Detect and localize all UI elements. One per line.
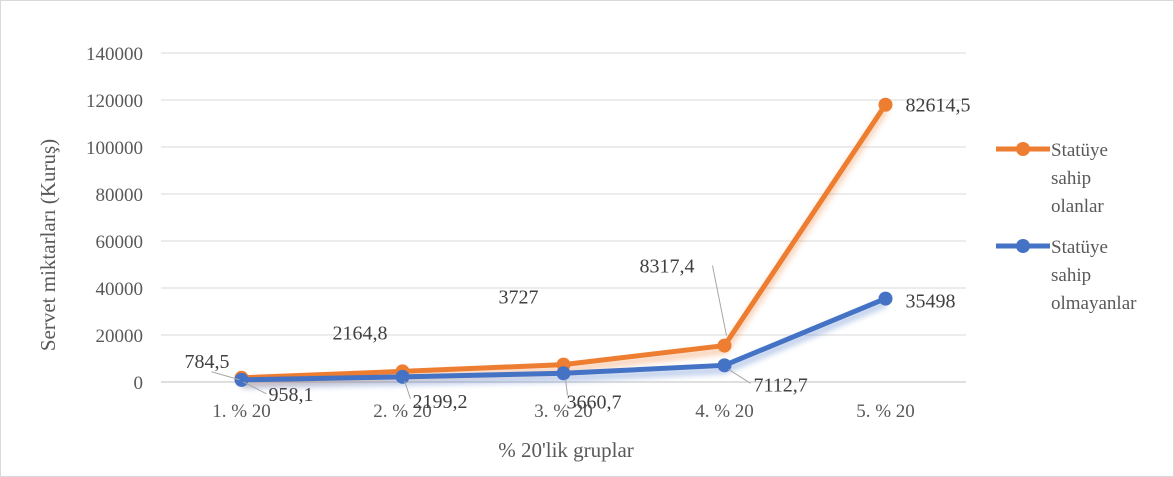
x-axis-ticks: 1. % 20 2. % 20 3. % 20 4. % 20 5. % 20 xyxy=(212,401,915,422)
label-leader-line xyxy=(404,380,411,399)
data-label: 35498 xyxy=(906,291,956,313)
data-point xyxy=(878,97,893,112)
series-lines xyxy=(234,97,893,389)
x-tick-label: 3. % 20 xyxy=(534,401,593,422)
legend-entry-text: olmayanlar xyxy=(1051,293,1137,314)
y-axis-ticks: 0 20000 40000 60000 80000 100000 120000 140000 xyxy=(86,44,143,394)
legend-entry-text: Statüye xyxy=(1051,140,1108,161)
legend-entry-text: sahip xyxy=(1051,265,1091,286)
y-tick-label: 0 xyxy=(134,373,144,394)
data-label: 7112,7 xyxy=(754,374,808,396)
data-label: 958,1 xyxy=(269,384,314,406)
label-leader-line xyxy=(728,368,751,384)
y-tick-label: 80000 xyxy=(96,185,144,206)
y-tick-label: 100000 xyxy=(86,138,143,159)
gridlines xyxy=(161,52,966,383)
legend-entry-text: Statüye xyxy=(1051,237,1108,258)
data-label: 2164,8 xyxy=(333,322,388,344)
data-point xyxy=(717,358,732,373)
x-axis-title: % 20'lik gruplar xyxy=(498,438,634,462)
legend-entry-text: sahip xyxy=(1051,168,1091,189)
label-leader-line xyxy=(211,371,240,381)
data-point xyxy=(878,291,893,306)
legend-entry-text: olanlar xyxy=(1051,196,1104,217)
data-labels: 784,5 2164,8 3727 8317,4 82614,5 958,1 2199,2 3… xyxy=(185,95,971,414)
x-tick-label: 5. % 20 xyxy=(856,401,915,422)
x-tick-label: 2. % 20 xyxy=(373,401,432,422)
data-label: 3727 xyxy=(499,287,539,309)
data-label: 784,5 xyxy=(185,351,230,373)
y-tick-label: 60000 xyxy=(96,232,144,253)
y-axis-title: Servet miktarları (Kuruş) xyxy=(36,139,60,351)
data-label: 2199,2 xyxy=(413,391,468,413)
label-leader-line xyxy=(565,379,568,396)
data-label: 3660,7 xyxy=(567,391,622,413)
label-leader-line xyxy=(712,265,727,336)
x-tick-label: 4. % 20 xyxy=(695,401,754,422)
data-label: 8317,4 xyxy=(640,256,695,278)
data-point xyxy=(717,338,732,353)
data-point xyxy=(395,369,410,384)
legend-swatch-marker xyxy=(1016,142,1030,156)
x-tick-label: 1. % 20 xyxy=(212,401,271,422)
legend-swatch-marker xyxy=(1016,239,1030,253)
data-point xyxy=(234,372,249,387)
y-tick-label: 40000 xyxy=(96,279,144,300)
legend: Statüye sahip olanlar Statüye sahip olmayanla… xyxy=(996,140,1137,314)
label-leader-line xyxy=(243,381,267,395)
data-label: 82614,5 xyxy=(906,95,971,117)
y-tick-label: 140000 xyxy=(86,44,143,65)
data-point xyxy=(556,366,571,381)
y-tick-label: 120000 xyxy=(86,91,143,112)
y-tick-label: 20000 xyxy=(96,326,144,347)
